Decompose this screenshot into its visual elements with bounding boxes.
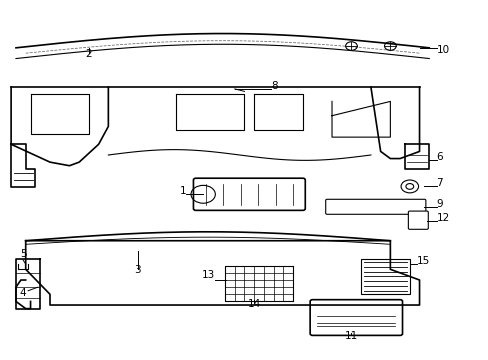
Text: 4: 4 [19,288,26,298]
Text: 12: 12 [436,213,449,223]
Text: 14: 14 [247,299,260,309]
Text: 10: 10 [436,45,449,55]
Text: 5: 5 [20,249,26,259]
Text: 3: 3 [134,265,141,275]
FancyBboxPatch shape [309,300,402,336]
Text: 6: 6 [436,152,442,162]
Text: 7: 7 [436,179,442,188]
FancyBboxPatch shape [407,211,427,229]
Text: 2: 2 [85,49,92,59]
Bar [361,258,409,294]
FancyBboxPatch shape [325,199,425,214]
FancyBboxPatch shape [193,178,305,210]
Text: 9: 9 [436,199,442,209]
Text: 15: 15 [416,256,429,266]
Text: 1: 1 [179,186,186,196]
Text: 11: 11 [344,331,357,341]
Text: 8: 8 [271,81,277,91]
Bar [224,266,292,301]
Text: 13: 13 [202,270,215,280]
